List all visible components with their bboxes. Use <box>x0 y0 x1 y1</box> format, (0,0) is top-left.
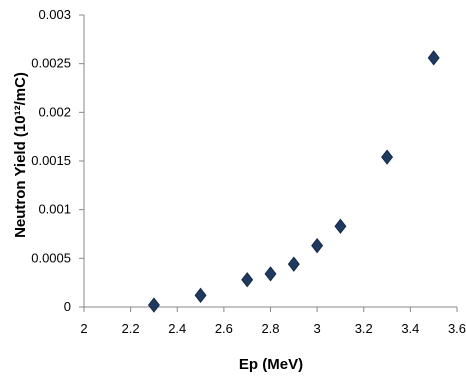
data-point <box>381 149 394 165</box>
x-tick-label: 3 <box>314 321 321 336</box>
x-tick-label: 3.6 <box>448 321 466 336</box>
x-tick-label: 3.2 <box>355 321 373 336</box>
axes <box>83 15 457 308</box>
x-tick-label: 3.4 <box>401 321 419 336</box>
data-point <box>241 272 254 288</box>
y-tick-label: 0.003 <box>38 7 71 22</box>
y-tick-label: 0.001 <box>38 202 71 217</box>
data-points <box>147 50 440 313</box>
x-tick-label: 2.8 <box>261 321 279 336</box>
y-axis-title: Neutron Yield (10¹²/mC) <box>12 72 29 238</box>
y-tick-label: 0.0005 <box>31 250 71 265</box>
data-point <box>427 50 440 66</box>
data-point <box>147 297 160 313</box>
data-point <box>311 238 324 254</box>
data-point <box>264 266 277 282</box>
x-tick-label: 2.6 <box>215 321 233 336</box>
data-point <box>194 287 207 303</box>
y-tick-label: 0.0025 <box>31 56 71 71</box>
x-tick-label: 2.2 <box>122 321 140 336</box>
x-axis-title: Ep (MeV) <box>239 356 303 373</box>
x-axis-ticks: 2 2.2 2.4 2.6 2.8 3 3.2 3.4 3.6 <box>80 307 466 336</box>
y-tick-label: 0.0015 <box>31 153 71 168</box>
data-point <box>287 256 300 272</box>
data-point <box>334 218 347 234</box>
y-tick-label: 0 <box>64 299 71 314</box>
y-axis-ticks: 0 0.0005 0.001 0.0015 0.002 0.0025 0.003 <box>31 7 84 314</box>
x-tick-label: 2.4 <box>168 321 186 336</box>
y-tick-label: 0.002 <box>38 104 71 119</box>
x-tick-label: 2 <box>80 321 87 336</box>
